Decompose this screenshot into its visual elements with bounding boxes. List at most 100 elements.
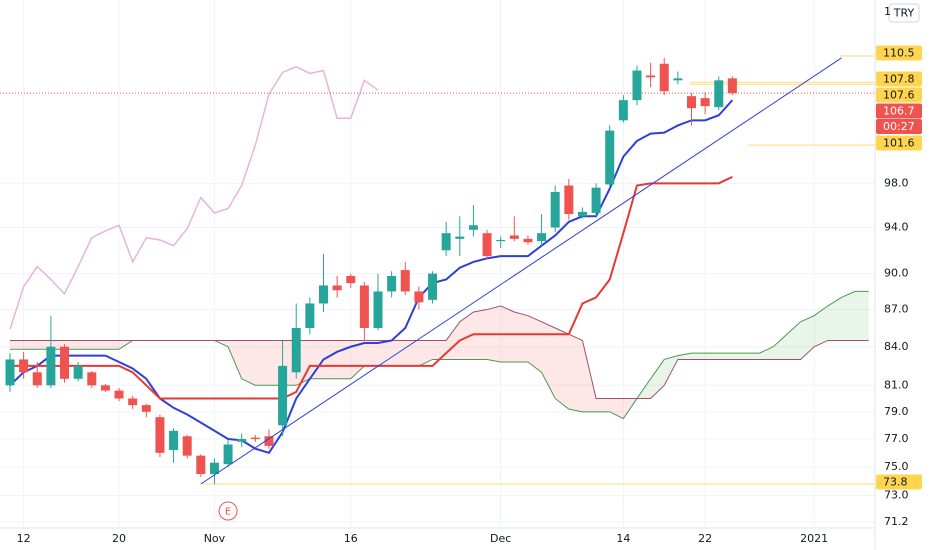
cloud-fill (568, 334, 583, 412)
candle-body (196, 455, 206, 474)
cloud-fill (541, 321, 556, 399)
cloud-fill (677, 353, 692, 360)
candle-body (414, 291, 424, 303)
candle-body (169, 430, 179, 451)
candle-body (428, 273, 438, 300)
event-label: E (225, 507, 231, 518)
y-tick-label: 90.0 (884, 267, 909, 280)
candle-body (128, 398, 138, 406)
candle-body (673, 78, 683, 81)
candle-body (114, 390, 124, 399)
candle-body (659, 63, 669, 92)
cloud-fill (105, 340, 120, 350)
candle-body (305, 303, 315, 328)
candle-body (482, 233, 492, 257)
cloud-fill (241, 340, 256, 386)
cloud-fill (596, 398, 610, 412)
indicator-line (10, 175, 733, 400)
cloud-fill (773, 334, 787, 360)
candle-body (373, 291, 383, 328)
candle-body (646, 75, 656, 78)
x-tick-label: 14 (616, 532, 630, 545)
countdown-box (876, 119, 922, 134)
x-tick-label: 16 (344, 532, 358, 545)
price-label: 73.8 (883, 476, 908, 489)
cloud-fill (350, 340, 365, 379)
cloud-fill (582, 340, 597, 412)
price-label: 101.6 (883, 137, 915, 150)
candle-body (264, 436, 274, 446)
candle-body (32, 372, 42, 386)
y-tick-label: 71.2 (884, 515, 909, 528)
candle-body (550, 192, 560, 228)
cloud-fill (405, 340, 419, 366)
cloud-fill (432, 340, 447, 360)
cloud-fill (91, 340, 106, 350)
cloud-fill (718, 353, 733, 360)
event-marker (218, 501, 238, 521)
candle-body (250, 437, 260, 440)
price-label: 106.7 (883, 105, 915, 118)
candle-body (155, 417, 165, 453)
candle-body (455, 236, 465, 239)
price-label-box (876, 87, 922, 103)
y-tick-label: 75.0 (884, 460, 909, 473)
x-tick-label: Nov (204, 532, 226, 545)
y-tick-label: 98.0 (884, 176, 909, 189)
price-label: 110.5 (883, 47, 915, 60)
cloud-fill (732, 353, 747, 360)
cloud-fill (309, 340, 324, 379)
trend-line (200, 57, 842, 485)
cloud-fill (364, 340, 379, 366)
candle-body (523, 238, 533, 243)
candle-body (727, 78, 737, 94)
price-label: 107.6 (883, 89, 915, 102)
clipped-tick-label: 1 (884, 5, 891, 18)
y-tick-label: 73.0 (884, 489, 909, 502)
candle-body (700, 98, 710, 107)
plot: E (0, 55, 875, 521)
price-label-box (876, 103, 922, 119)
candle-body (359, 285, 369, 328)
cloud-fill (759, 346, 774, 360)
price-label-box (876, 45, 922, 61)
y-tick-label: 87.0 (884, 303, 909, 316)
currency-badge[interactable] (888, 3, 920, 23)
currency-label: TRY (893, 7, 915, 20)
indicator-line (9, 65, 379, 330)
cloud-fill (78, 340, 92, 350)
cloud-fill (827, 297, 842, 341)
cloud-fill (527, 315, 542, 373)
cloud-fill (705, 353, 719, 360)
cloud-fill (609, 398, 624, 419)
cloud-fill (337, 340, 351, 379)
candle-body (591, 187, 601, 213)
candle-body (278, 365, 288, 426)
candle-body (209, 462, 219, 474)
y-tick-label: 79.0 (884, 405, 909, 418)
candle-body (141, 405, 151, 412)
y-tick-label: 84.0 (884, 340, 909, 353)
candle-body (182, 436, 192, 456)
candle-body (346, 275, 356, 284)
candle-body (687, 96, 696, 109)
y-tick-label: 81.0 (884, 378, 909, 391)
cloud-fill (746, 353, 760, 360)
leading-span-b (10, 305, 869, 399)
candle-body (714, 80, 724, 108)
x-tick-label: 2021 (800, 532, 828, 545)
cloud-fill (418, 340, 433, 366)
candle-body (605, 130, 615, 185)
countdown-label: 00:27 (883, 120, 915, 133)
candle-body (468, 225, 478, 230)
price-label-box (876, 135, 922, 151)
y-tick-label: 77.0 (884, 432, 909, 445)
candle-body (5, 359, 15, 386)
candle-body (100, 385, 110, 391)
cloud-fill (459, 311, 474, 360)
candle-body (60, 346, 70, 379)
candle-body (400, 270, 410, 292)
cloud-fill (514, 311, 528, 363)
candle-body (332, 285, 342, 291)
